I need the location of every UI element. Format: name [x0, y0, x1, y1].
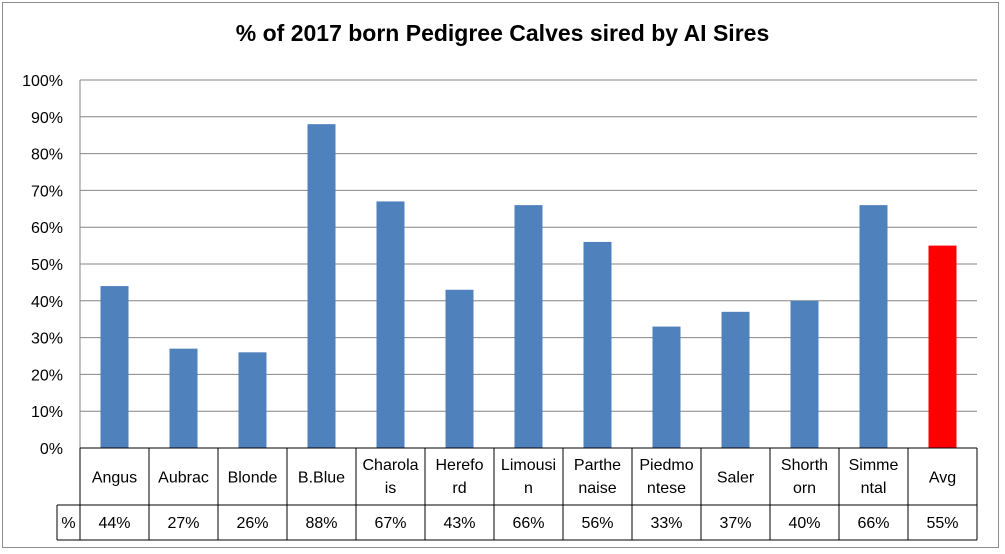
- value-label: 40%: [788, 515, 820, 532]
- y-tick-label: 90%: [31, 110, 63, 127]
- category-label: Aubrac: [158, 470, 209, 487]
- bar-saler: [721, 311, 750, 448]
- y-tick-label: 40%: [31, 294, 63, 311]
- category-label: Piedmo: [639, 457, 693, 474]
- y-tick-label: 100%: [22, 73, 63, 90]
- category-label: Saler: [717, 470, 755, 487]
- value-label: 43%: [443, 515, 475, 532]
- category-label: naise: [578, 480, 616, 497]
- value-label: 27%: [167, 515, 199, 532]
- category-label: Charola: [362, 457, 418, 474]
- bar-b-blue: [307, 124, 336, 448]
- y-tick-label: 60%: [31, 220, 63, 237]
- value-label: 67%: [374, 515, 406, 532]
- y-tick-label: 50%: [31, 257, 63, 274]
- category-label: is: [385, 480, 397, 497]
- value-label: 66%: [857, 515, 889, 532]
- bar-parthenaise: [583, 241, 612, 448]
- category-label: ntal: [861, 480, 887, 497]
- category-label: Herefo: [435, 457, 483, 474]
- value-label: 88%: [305, 515, 337, 532]
- bar-avg: [928, 245, 957, 448]
- y-tick-label: 70%: [31, 183, 63, 200]
- bar-limousin: [514, 205, 543, 448]
- value-label: 44%: [98, 515, 130, 532]
- category-label: B.Blue: [298, 470, 345, 487]
- value-label: 55%: [926, 515, 958, 532]
- category-label: orn: [793, 480, 816, 497]
- category-label: Limousi: [501, 457, 556, 474]
- bar-hereford: [445, 289, 474, 448]
- y-tick-label: 20%: [31, 367, 63, 384]
- y-tick-label: 10%: [31, 404, 63, 421]
- value-label: 37%: [719, 515, 751, 532]
- category-label: Angus: [92, 470, 137, 487]
- bar-aubrac: [169, 348, 198, 448]
- bar-blonde: [238, 352, 267, 448]
- bar-simmental: [859, 205, 888, 448]
- category-label: Blonde: [228, 470, 278, 487]
- category-label: Shorth: [781, 457, 828, 474]
- y-tick-label: 30%: [31, 331, 63, 348]
- value-label: 33%: [650, 515, 682, 532]
- category-label: Simme: [849, 457, 899, 474]
- category-label: Avg: [929, 470, 956, 487]
- value-label: 56%: [581, 515, 613, 532]
- table-row-header: %: [61, 515, 75, 532]
- category-label: ntese: [647, 480, 686, 497]
- bar-shorthorn: [790, 300, 819, 448]
- y-tick-label: 0%: [40, 441, 63, 458]
- value-label: 66%: [512, 515, 544, 532]
- y-tick-label: 80%: [31, 147, 63, 164]
- bar-charolais: [376, 201, 405, 448]
- category-label: Parthe: [574, 457, 621, 474]
- category-label: rd: [452, 480, 466, 497]
- chart-title: % of 2017 born Pedigree Calves sired by …: [235, 20, 770, 46]
- value-label: 26%: [236, 515, 268, 532]
- bar-piedmontese: [652, 326, 681, 448]
- category-label: n: [524, 480, 533, 497]
- chart-frame: [2, 2, 999, 548]
- bar-angus: [100, 286, 129, 448]
